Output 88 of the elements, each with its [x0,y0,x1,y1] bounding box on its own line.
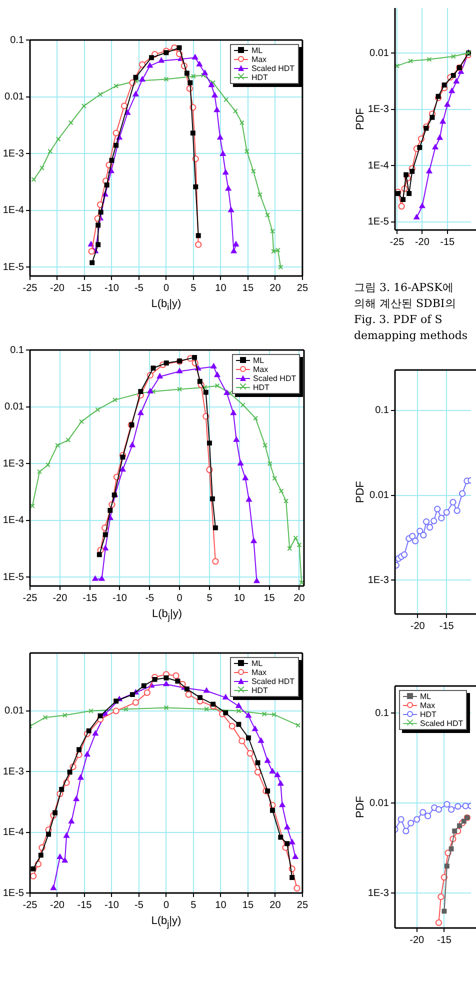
y-tick-label: 0.01 [370,798,390,809]
y-tick-label: 0.1 [375,708,390,719]
text: 의해 계산된 SDBI의 [354,296,457,312]
x-tick-label: 0 [163,282,170,294]
y-tick-label: 1E-4 [2,827,24,838]
x-tick-label: -25 [22,282,38,294]
legend-label: Max [251,55,267,64]
x-axis-title: L(b$_{j}$|y) [151,915,182,930]
legend-label: HDT [420,710,436,719]
x-tick-label: -5 [145,592,155,604]
x-tick-label: -25 [390,236,405,248]
y-tick-label: 0.1 [375,405,390,416]
x-tick-label: -25 [22,592,38,604]
x-tick-label: -15 [436,934,452,946]
x-tick-label: 20 [270,900,282,911]
x-tick-label: 20 [294,592,306,604]
x-axis-title: L(b$_{j}$|y) [152,608,182,622]
legend-label: HDT [251,73,268,82]
x-tick-label: 5 [190,900,197,911]
x-tick-label: -10 [104,282,120,294]
legend-label: Scaled HDT [251,677,295,686]
legend-label: ML [251,659,263,668]
x-tick-label: -20 [50,282,65,294]
x-tick-label: 25 [296,900,308,911]
y-tick-label: 1E-3 [368,574,390,586]
legend-label: ML [251,46,263,55]
x-tick-label: -15 [77,282,92,294]
y-tick-label: 1E-3 [368,104,390,116]
x-tick-label: 15 [264,592,276,604]
x-tick-label: -10 [112,592,128,604]
x-tick-label: 10 [215,282,227,294]
legend-label: Scaled HDT [253,374,296,383]
x-tick-label: -5 [134,900,144,911]
x-axis-title: L(b$_{i}$|y) [151,298,182,312]
legend-label: Max [251,668,267,677]
y-tick-label: 1E-5 [2,572,24,583]
y-tick-label: 1E-3 [2,148,24,160]
y-axis-title: PDF [354,796,367,818]
text: demapping methods [354,328,469,344]
y-tick-label: 1E-3 [2,458,24,470]
y-tick-label: 1E-4 [2,205,24,216]
y-tick-label: 1E-5 [368,216,390,228]
y-tick-label: 1E-4 [368,160,390,172]
y-tick-label: 1E-5 [2,262,24,273]
x-tick-label: -20 [414,236,430,248]
legend-label: HDT [251,686,268,695]
legend-label: Max [420,701,436,710]
y-tick-label: 0.01 [4,92,24,103]
x-tick-label: 15 [242,282,254,294]
x-tick-label: -25 [22,900,38,911]
y-tick-label: 0.1 [10,344,24,356]
x-tick-label: -20 [50,900,65,911]
y-tick-label: 0.01 [370,48,390,59]
x-tick-label: -5 [134,282,144,294]
y-tick-label: 1E-5 [2,888,24,899]
y-tick-label: 0.1 [10,34,24,46]
y-axis-title: PDF [354,480,367,503]
x-tick-label: 0 [176,592,183,604]
caption: Fig. 3. PDF of S [354,312,444,328]
y-axis-title: PDF [354,108,367,130]
y-tick-label: 0.01 [370,490,390,502]
x-tick-label: 20 [270,282,282,294]
x-tick-label: -15 [77,900,92,911]
legend-label: Max [253,365,268,374]
x-tick-label: -20 [410,620,426,632]
x-tick-label: 15 [242,900,254,911]
x-tick-label: 10 [234,592,246,604]
y-tick-label: 1E-3 [2,766,24,778]
y-tick-label: 1E-4 [2,515,24,526]
legend-label: Scaled HDT [251,64,295,73]
x-tick-label: -15 [439,620,454,632]
caption: 그림 3. 16-APSK에 [354,280,454,296]
x-tick-label: -20 [52,592,68,604]
legend-label: Scaled HDT [420,719,464,728]
x-tick-label: 10 [215,900,227,911]
legend-label: ML [253,356,264,365]
y-tick-label: 0.01 [4,706,24,717]
x-tick-label: -15 [82,592,98,604]
y-tick-label: 0.01 [4,402,24,413]
x-tick-label: -15 [440,236,456,248]
x-tick-label: -20 [410,934,425,946]
x-tick-label: -10 [104,900,120,911]
x-tick-label: 5 [206,592,213,604]
x-tick-label: 5 [190,282,197,294]
legend-label: ML [420,692,432,701]
y-tick-label: 1E-3 [368,888,390,899]
x-tick-label: 0 [163,900,170,911]
x-tick-label: 25 [296,282,308,294]
